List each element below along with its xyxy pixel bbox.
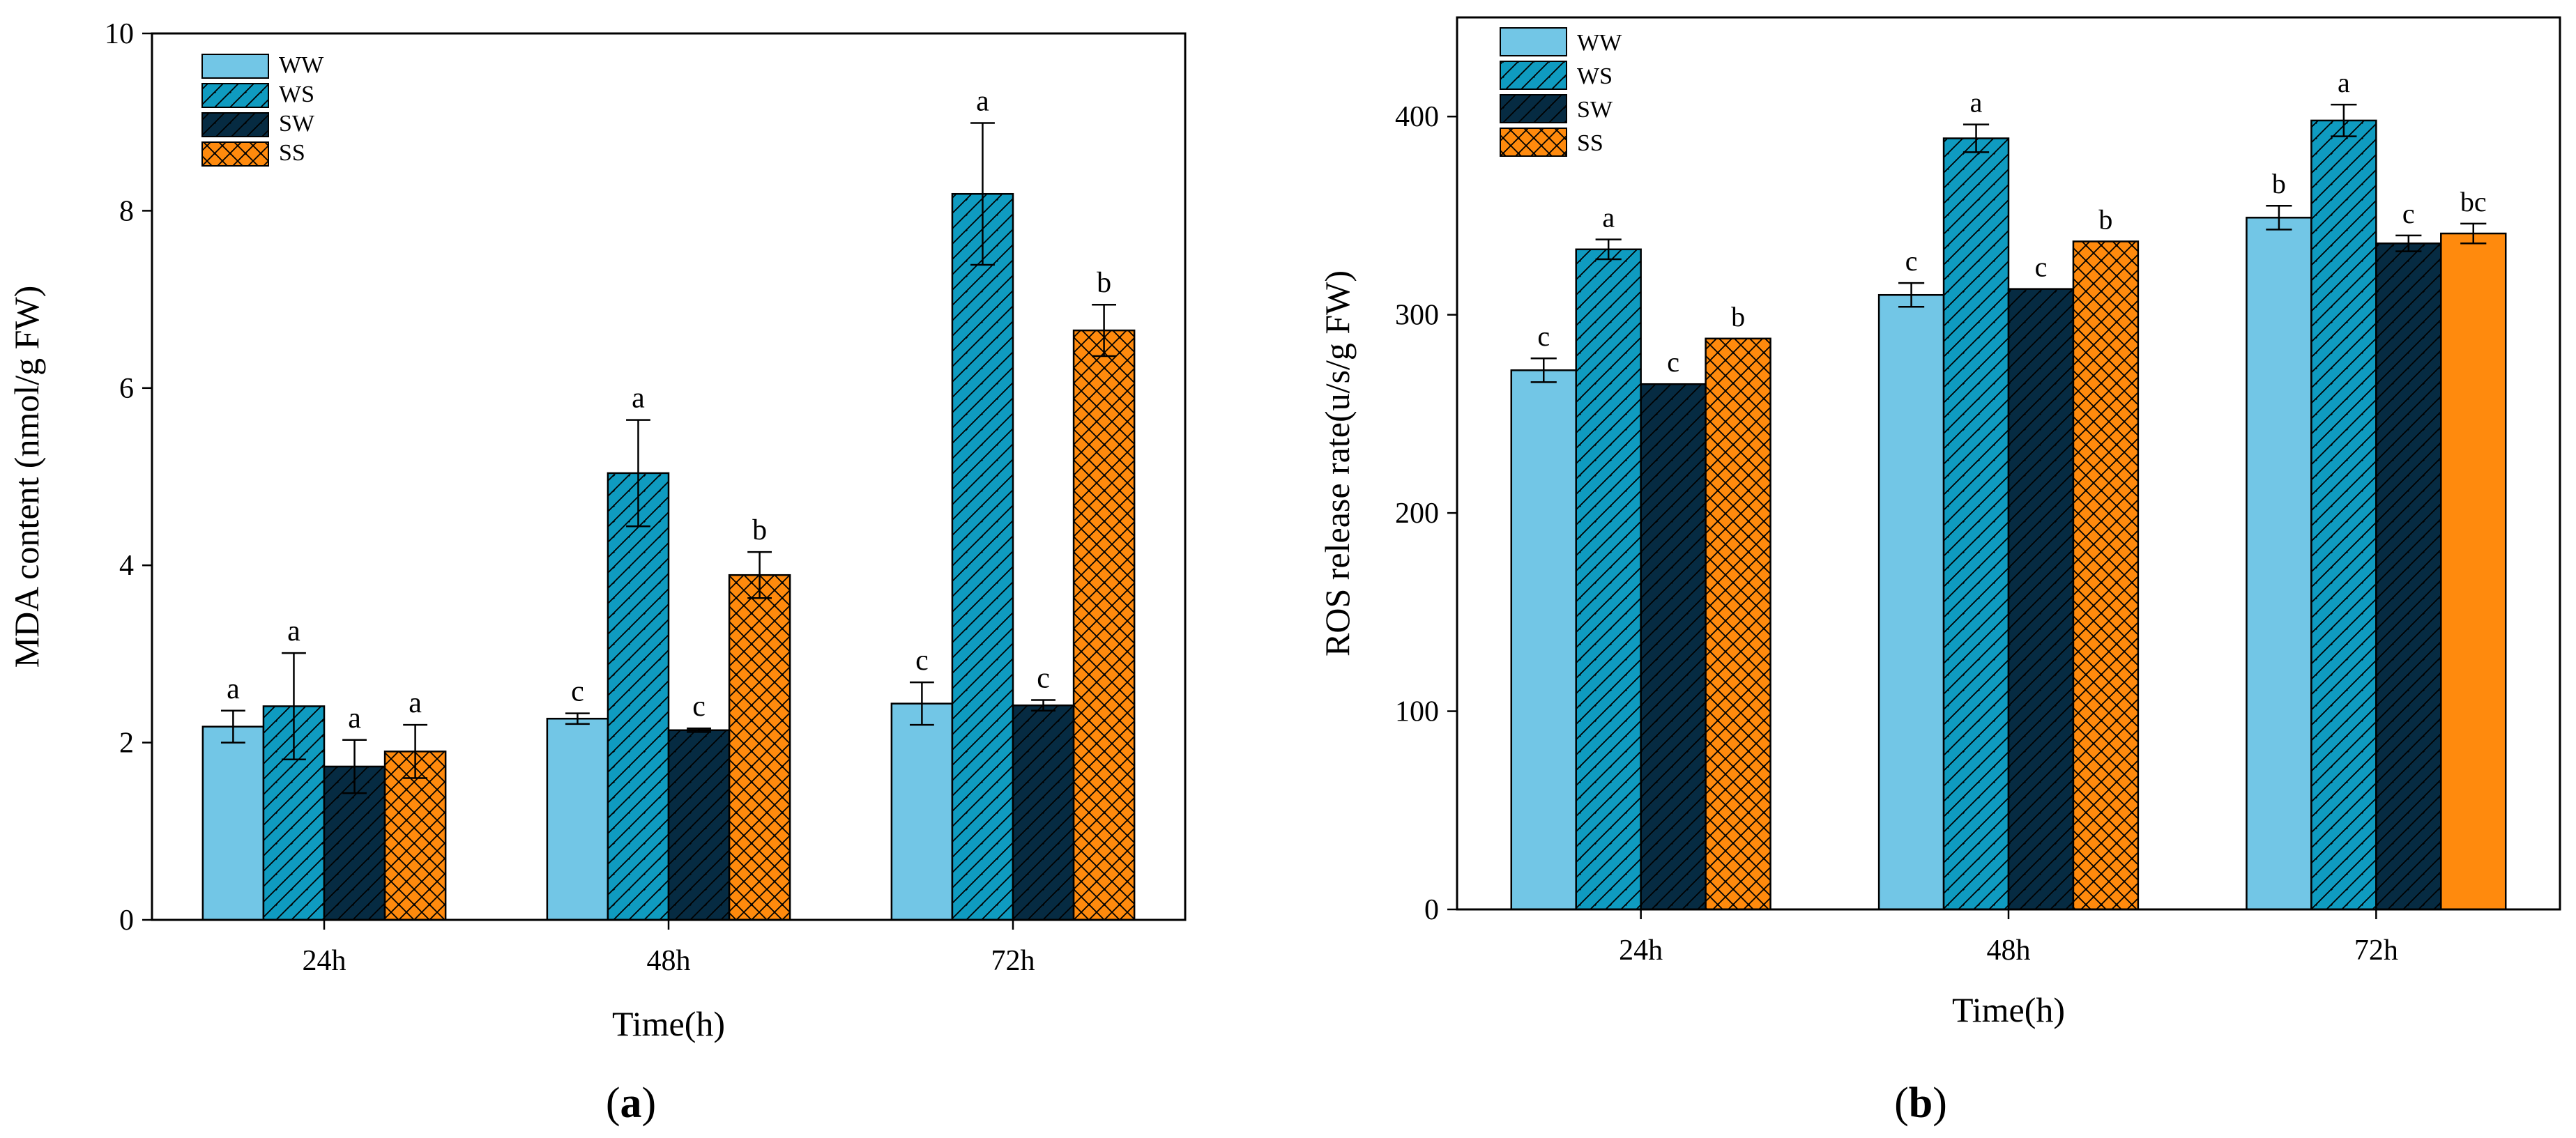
chart-panel-a: a a a a 24h c a c b 48h c a c b 72h 0 2 4 6 8 10 Time(h) MDA c… — [7, 18, 1187, 1127]
significance-letter-SS-72h: bc — [2460, 186, 2487, 217]
significance-letter-SW-72h: c — [2402, 198, 2415, 229]
panel-caption-letter: a — [620, 1079, 642, 1127]
plot-frame — [151, 32, 1187, 921]
bar-WW-72h — [2246, 217, 2312, 911]
legend-label-WW: WW — [1577, 30, 1622, 56]
legend-swatch-WW — [1500, 27, 1567, 56]
y-tick-label-100: 100 — [1395, 696, 1439, 728]
y-tick-label-400: 400 — [1395, 101, 1439, 133]
significance-letter-WS-72h: a — [976, 85, 989, 117]
panel-caption-close: ) — [642, 1079, 657, 1127]
bar-SW-48h — [667, 729, 731, 921]
y-axis-title: ROS release rate(u/s/g FW) — [1318, 270, 1357, 656]
legend-label-SW: SW — [279, 111, 315, 137]
significance-letter-SW-48h: c — [692, 691, 706, 723]
bar-WW-24h — [201, 725, 265, 921]
significance-letter-WS-48h: a — [1970, 87, 1983, 118]
bar-WW-48h — [1877, 293, 1945, 911]
legend-swatch-WS — [1500, 61, 1567, 90]
legend-label-WS: WS — [1577, 63, 1613, 89]
bar-WS-48h — [1942, 137, 2010, 911]
x-tick-label-24h: 24h — [303, 945, 346, 977]
bar-WW-48h — [546, 718, 609, 921]
bar-WS-72h — [951, 192, 1014, 921]
significance-letter-SW-24h: c — [1667, 346, 1679, 378]
panel-caption-close: ) — [1933, 1079, 1947, 1127]
x-axis-title: Time(h) — [612, 1004, 725, 1043]
legend-swatch-WS — [201, 83, 269, 108]
significance-letter-SS-72h: b — [1097, 267, 1111, 299]
bar-WW-24h — [1510, 369, 1577, 911]
significance-letter-WS-24h: a — [287, 615, 300, 647]
significance-letter-WS-48h: a — [632, 383, 645, 415]
significance-letter-SS-24h: a — [409, 687, 422, 719]
x-tick-label-48h: 48h — [1987, 935, 2031, 967]
x-tick-label-72h: 72h — [991, 945, 1035, 977]
bar-WW-72h — [890, 702, 954, 921]
panel-caption-letter: b — [1909, 1079, 1933, 1127]
significance-letter-WW-72h: b — [2272, 168, 2286, 199]
bar-WS-72h — [2310, 119, 2377, 911]
legend-label-SS: SS — [279, 140, 305, 166]
bar-SW-48h — [2007, 288, 2075, 911]
significance-letter-WW-72h: c — [915, 645, 929, 677]
significance-letter-WS-24h: a — [1602, 202, 1615, 233]
legend-label-SW: SW — [1577, 97, 1613, 123]
significance-letter-WW-48h: c — [1905, 245, 1918, 277]
bar-SW-24h — [1640, 383, 1707, 911]
bar-WS-24h — [1575, 248, 1642, 911]
y-tick-label-0: 0 — [1424, 894, 1439, 926]
legend-label-WW: WW — [279, 52, 324, 78]
bar-SS-72h — [1072, 329, 1136, 921]
bar-WS-48h — [607, 472, 670, 921]
legend-label-SS: SS — [1577, 130, 1603, 156]
y-axis-title: MDA content (nmol/g FW) — [7, 286, 46, 668]
significance-letter-WW-24h: a — [227, 673, 240, 705]
panel-caption-open: ( — [1894, 1079, 1909, 1127]
bar-SW-72h — [2375, 243, 2442, 911]
legend-swatch-SS — [1500, 128, 1567, 157]
significance-letter-SW-24h: a — [348, 702, 361, 735]
significance-letter-WS-72h: a — [2338, 67, 2350, 98]
legend-label-WS: WS — [279, 82, 314, 107]
bar-SW-72h — [1012, 704, 1075, 921]
x-tick-label-48h: 48h — [647, 945, 691, 977]
y-tick-label-10: 10 — [105, 18, 134, 50]
panel-caption: (b) — [1894, 1079, 1947, 1127]
y-tick-label-4: 4 — [119, 550, 134, 582]
significance-letter-WW-24h: c — [1537, 321, 1550, 352]
panel-caption: (a) — [606, 1079, 656, 1127]
legend-swatch-SW — [201, 112, 269, 137]
significance-letter-SW-48h: c — [2035, 252, 2048, 283]
plot-frame — [1456, 16, 2561, 911]
bar-SS-24h — [1705, 337, 1771, 911]
bar-SS-72h — [2440, 232, 2507, 911]
bar-SS-48h — [728, 574, 791, 921]
y-tick-label-0: 0 — [119, 905, 134, 937]
y-tick-label-6: 6 — [119, 373, 134, 405]
significance-letter-SW-72h: c — [1037, 663, 1050, 695]
x-tick-label-24h: 24h — [1619, 935, 1663, 967]
chart-panel-b: c a c b 24h c a c b 48h b a c bc 72h 0 100 200 300 400 Time(… — [1318, 16, 2561, 1127]
x-tick-label-72h: 72h — [2354, 935, 2398, 967]
significance-letter-SS-48h: b — [752, 514, 767, 546]
significance-letter-SS-48h: b — [2098, 203, 2112, 235]
x-axis-title: Time(h) — [1952, 990, 2065, 1029]
y-tick-label-300: 300 — [1395, 300, 1439, 332]
y-tick-label-8: 8 — [119, 195, 134, 227]
y-tick-label-200: 200 — [1395, 498, 1439, 530]
significance-letter-SS-24h: b — [1731, 301, 1745, 332]
bar-SS-48h — [2072, 240, 2140, 911]
legend-swatch-SW — [1500, 94, 1567, 123]
legend-swatch-WW — [201, 54, 269, 79]
legend-swatch-SS — [201, 141, 269, 167]
y-tick-label-2: 2 — [119, 728, 134, 760]
panel-caption-open: ( — [606, 1079, 620, 1127]
significance-letter-WW-48h: c — [571, 676, 584, 708]
